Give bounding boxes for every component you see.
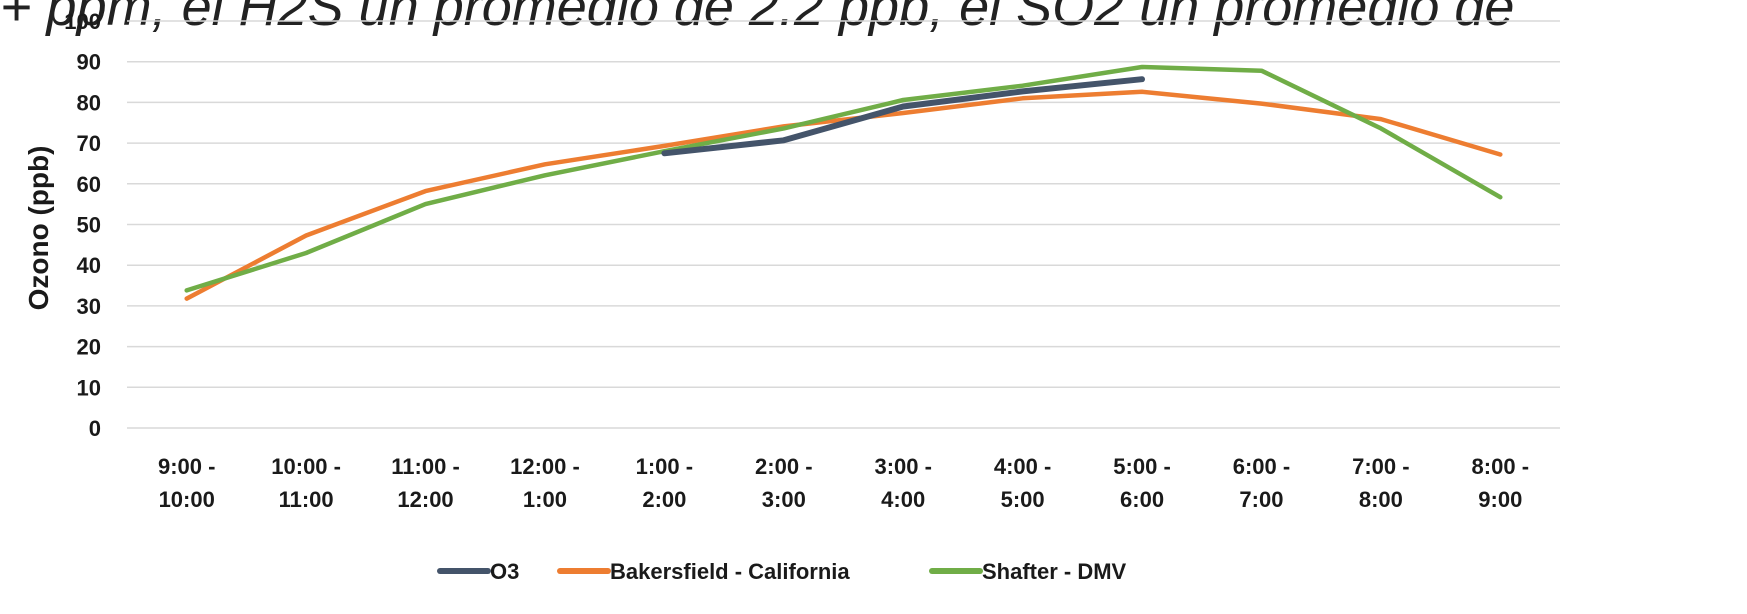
x-category-label: 11:00 - 12:00	[391, 454, 460, 512]
x-category-line: 11:00 -	[391, 454, 460, 479]
x-category-line: 9:00	[1478, 487, 1522, 512]
series-line-0	[661, 76, 1145, 157]
legend-label-2: Shafter - DMV	[982, 559, 1127, 584]
y-tick-label: 80	[77, 90, 101, 115]
x-category-label: 12:00 - 1:00	[510, 454, 580, 512]
legend-label-0: O3	[490, 559, 519, 584]
series-line-2	[184, 64, 1503, 293]
y-tick-label: 10	[77, 375, 101, 400]
y-tick-label: 30	[77, 294, 101, 319]
x-category-line: 11:00	[279, 487, 334, 512]
x-category-line: 12:00	[397, 487, 453, 512]
x-category-label: 10:00 - 11:00	[271, 454, 341, 512]
y-tick-label: 60	[77, 172, 101, 197]
x-category-line: 1:00 -	[636, 454, 693, 479]
gridlines	[127, 20, 1560, 429]
x-category-line: 2:00 -	[755, 454, 812, 479]
y-tick-label: 20	[77, 335, 101, 360]
x-axis-categories: 9:00 - 10:00 10:00 - 11:00 11:00 - 12:00 12:00…	[158, 454, 1529, 512]
x-category-line: 1:00	[523, 487, 567, 512]
x-category-label: 5:00 - 6:00	[1113, 454, 1170, 512]
x-category-label: 4:00 - 5:00	[994, 454, 1051, 512]
series-line-1	[184, 89, 1503, 301]
y-tick-label: 70	[77, 131, 101, 156]
legend-label-1: Bakersfield - California	[610, 559, 850, 584]
y-axis-ticks: 0 10 20 30 40 50 60 70 80 90 100	[64, 9, 101, 441]
x-category-line: 4:00	[881, 487, 925, 512]
y-axis-title: Ozono (ppb)	[23, 146, 54, 311]
y-tick-label: 100	[64, 9, 101, 34]
series-lines	[184, 64, 1503, 301]
x-category-line: 7:00 -	[1352, 454, 1409, 479]
x-category-line: 3:00	[762, 487, 806, 512]
y-tick-label: 40	[77, 253, 101, 278]
x-category-line: 3:00 -	[874, 454, 931, 479]
x-category-line: 5:00	[1001, 487, 1045, 512]
x-category-label: 8:00 - 9:00	[1472, 454, 1529, 512]
y-tick-label: 90	[77, 50, 101, 75]
x-category-line: 8:00	[1359, 487, 1403, 512]
legend: O3 Bakersfield - California Shafter - DMV	[437, 559, 1127, 584]
chart-title-fragment: + ppm, el H2S un promedio de 2.2 ppb, el…	[0, 0, 1515, 37]
x-category-line: 6:00	[1120, 487, 1164, 512]
x-category-label: 9:00 - 10:00	[158, 454, 215, 512]
y-tick-label: 0	[89, 416, 101, 441]
x-category-label: 3:00 - 4:00	[874, 454, 931, 512]
x-category-line: 5:00 -	[1113, 454, 1170, 479]
x-category-line: 4:00 -	[994, 454, 1051, 479]
x-category-line: 12:00 -	[510, 454, 580, 479]
x-category-label: 7:00 - 8:00	[1352, 454, 1409, 512]
x-category-label: 1:00 - 2:00	[636, 454, 693, 512]
x-category-line: 10:00	[159, 487, 215, 512]
x-category-line: 2:00	[642, 487, 686, 512]
x-category-line: 10:00 -	[271, 454, 341, 479]
x-category-line: 8:00 -	[1472, 454, 1529, 479]
x-category-label: 6:00 - 7:00	[1233, 454, 1290, 512]
x-category-label: 2:00 - 3:00	[755, 454, 812, 512]
x-category-line: 6:00 -	[1233, 454, 1290, 479]
y-tick-label: 50	[77, 213, 101, 238]
x-category-line: 7:00	[1239, 487, 1283, 512]
x-category-line: 9:00 -	[158, 454, 215, 479]
